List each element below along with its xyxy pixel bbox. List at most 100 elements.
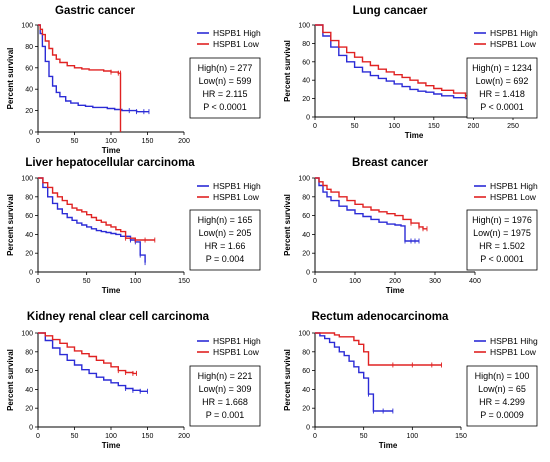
y-tick-label: 80 — [25, 44, 33, 51]
chart-panel-3: Liver hepatocellular carcinoma 0 20 40 60 80 1… — [6, 157, 261, 295]
y-tick-label: 20 — [302, 96, 310, 103]
chart-title: Liver hepatocellular carcinoma — [25, 157, 195, 169]
x-axis-label: Time — [386, 286, 405, 295]
y-tick-label: 100 — [298, 176, 310, 183]
y-tick-label: 20 — [25, 251, 33, 258]
x-tick-label: 0 — [313, 278, 317, 285]
stats-box — [189, 57, 261, 119]
stats-line: Low(n) = 205 — [199, 228, 252, 238]
stats-line: P < 0.0001 — [480, 254, 524, 264]
x-tick-label: 100 — [105, 138, 117, 145]
x-tick-label: 100 — [129, 278, 141, 285]
stats-line: High(n) = 1976 — [472, 215, 532, 225]
stats-line: P = 0.0009 — [480, 410, 524, 420]
y-axis-label: Percent survival — [6, 48, 15, 110]
x-tick-label: 100 — [406, 433, 418, 440]
survival-curve-low — [315, 332, 442, 366]
y-tick-label: 80 — [302, 349, 310, 356]
stats-line: HR = 4.299 — [479, 397, 525, 407]
legend-label: HSPB1 Low — [490, 192, 537, 202]
x-tick-label: 100 — [349, 278, 361, 285]
y-tick-label: 0 — [306, 115, 310, 122]
survival-curve-low — [38, 332, 137, 375]
x-tick-label: 50 — [71, 138, 79, 145]
x-tick-label: 150 — [142, 433, 154, 440]
x-axis-label: Time — [102, 286, 121, 295]
y-tick-label: 60 — [302, 368, 310, 375]
x-tick-label: 300 — [429, 278, 441, 285]
survival-curve-low — [315, 177, 427, 230]
x-axis-label: Time — [405, 131, 424, 140]
y-axis-label: Percent survival — [283, 194, 292, 256]
x-axis-label: Time — [102, 441, 121, 450]
legend-label: HSPB1 High — [213, 28, 261, 38]
stats-line: P < 0.0001 — [480, 102, 524, 112]
stats-line: High(n) = 221 — [198, 371, 253, 381]
y-tick-label: 60 — [302, 213, 310, 220]
y-tick-label: 80 — [25, 194, 33, 201]
chart-panel-2: Lung cancaer 0 20 40 60 80 100 0 50 100 150 200 250 P… — [283, 5, 538, 140]
chart-title: Rectum adenocarcinoma — [312, 311, 449, 323]
x-tick-label: 50 — [71, 433, 79, 440]
chart-title: Lung cancaer — [353, 5, 428, 17]
y-tick-label: 0 — [29, 270, 33, 277]
x-tick-label: 50 — [360, 433, 368, 440]
stats-box — [189, 365, 261, 427]
y-tick-label: 20 — [302, 406, 310, 413]
x-tick-label: 0 — [313, 433, 317, 440]
legend-label: HSPB1 High — [490, 28, 538, 38]
y-tick-label: 100 — [21, 331, 33, 338]
x-tick-label: 0 — [36, 138, 40, 145]
y-tick-label: 40 — [25, 232, 33, 239]
x-tick-label: 50 — [351, 123, 359, 130]
stats-line: Low(n) = 65 — [478, 384, 526, 394]
x-tick-label: 150 — [428, 123, 440, 130]
y-tick-label: 0 — [29, 130, 33, 137]
y-tick-label: 80 — [302, 194, 310, 201]
legend-label: HSPB1 Low — [490, 39, 537, 49]
legend-label: HSPB1 Hihg — [490, 336, 538, 346]
chart-title: Gastric cancer — [55, 5, 135, 17]
chart-panel-4: Breast cancer 0 20 40 60 80 100 0 100 200 300 400 Pe… — [283, 157, 538, 295]
y-tick-label: 40 — [25, 87, 33, 94]
legend-label: HSPB1 Low — [490, 347, 537, 357]
stats-line: High(n) = 277 — [198, 63, 253, 73]
survival-curve-low — [38, 177, 155, 241]
y-tick-label: 20 — [302, 251, 310, 258]
survival-curve-low — [38, 24, 122, 132]
y-tick-label: 80 — [25, 349, 33, 356]
y-tick-label: 20 — [25, 108, 33, 115]
y-tick-label: 100 — [21, 23, 33, 30]
y-tick-label: 0 — [306, 270, 310, 277]
stats-box — [189, 209, 261, 271]
stats-line: P = 0.004 — [206, 254, 245, 264]
x-tick-label: 100 — [105, 433, 117, 440]
y-axis-label: Percent survival — [6, 194, 15, 256]
x-axis-label: Time — [379, 441, 398, 450]
survival-curve-high — [315, 177, 419, 242]
chart-title: Breast cancer — [352, 157, 429, 169]
chart-panel-5: Kidney renal clear cell carcinoma 0 20 40 60… — [6, 311, 261, 450]
stats-box — [466, 57, 538, 119]
survival-curve-high — [315, 332, 393, 412]
survival-curve-high — [38, 332, 148, 392]
stats-line: HR = 1.668 — [202, 397, 248, 407]
y-tick-label: 40 — [302, 232, 310, 239]
legend-label: HSPB1 High — [490, 181, 538, 191]
y-tick-label: 60 — [25, 213, 33, 220]
y-tick-label: 100 — [298, 331, 310, 338]
chart-title: Kidney renal clear cell carcinoma — [27, 311, 210, 323]
stats-line: HR = 1.66 — [205, 241, 246, 251]
x-tick-label: 200 — [468, 123, 480, 130]
chart-panel-6: Rectum adenocarcinoma 0 20 40 60 80 100 0 50 100 1… — [283, 311, 538, 450]
x-tick-label: 100 — [388, 123, 400, 130]
x-tick-label: 0 — [313, 123, 317, 130]
stats-line: Low(n) = 1975 — [473, 228, 531, 238]
chart-panel-1: Gastric cancer 0 20 40 60 80 100 0 50 100 150 200 Pe… — [6, 5, 261, 155]
y-axis-label: Percent survival — [283, 349, 292, 411]
stats-box — [466, 365, 538, 427]
legend-label: HSPB1 High — [213, 336, 261, 346]
stats-line: HR = 2.115 — [202, 89, 247, 99]
legend-label: HSPB1 Low — [213, 347, 260, 357]
